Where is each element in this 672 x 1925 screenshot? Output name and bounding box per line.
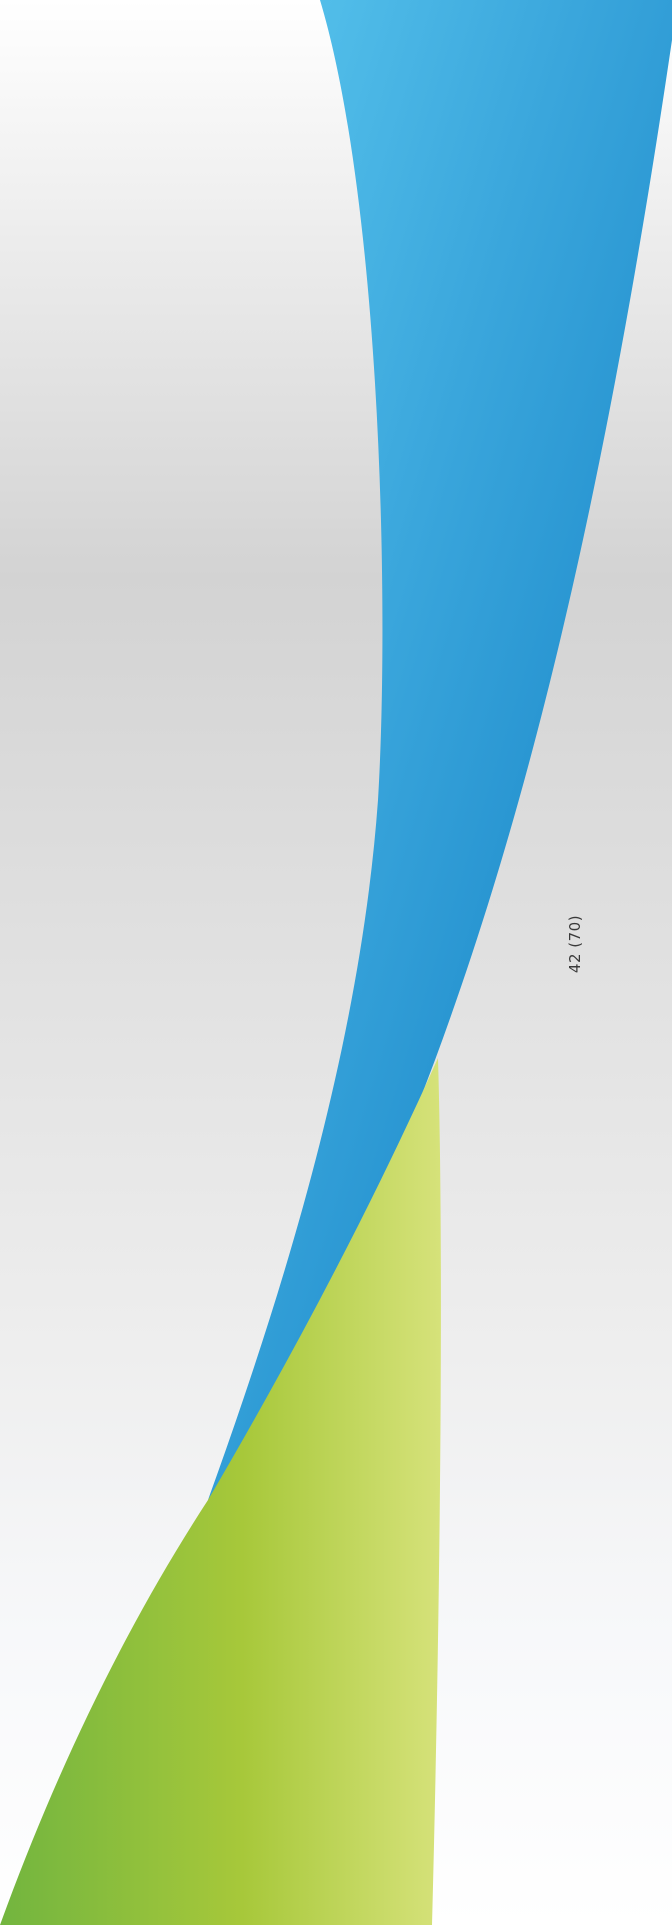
- green-ribbon-shape: [0, 1058, 441, 1925]
- blue-ribbon-shape: [208, 0, 672, 1500]
- page-number: 42 (70): [566, 914, 584, 974]
